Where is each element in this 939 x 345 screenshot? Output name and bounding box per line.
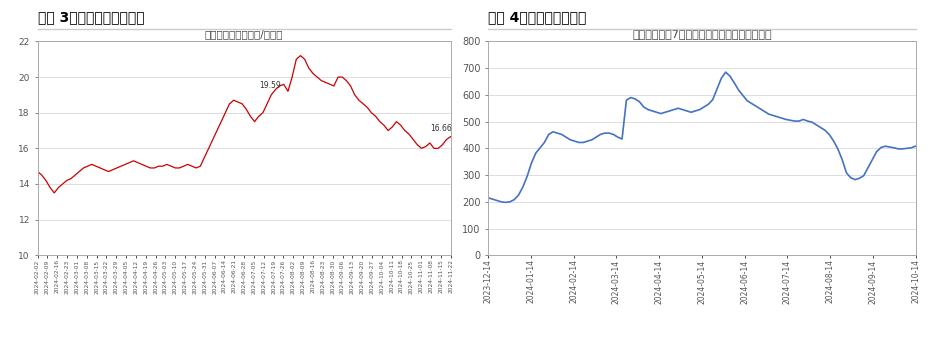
- Title: 商品猪出栏均价（元/千克）: 商品猪出栏均价（元/千克）: [205, 29, 284, 39]
- Text: 16.66: 16.66: [430, 124, 452, 133]
- Text: 19.59: 19.59: [259, 81, 281, 90]
- Text: 图表 4：仔猪价格走势图: 图表 4：仔猪价格走势图: [488, 10, 587, 24]
- Text: 图表 3：商品猪价格走势图: 图表 3：商品猪价格走势图: [38, 10, 145, 24]
- Title: 仔猪：每头重7公斤：规模化养殖场：出栏均价: 仔猪：每头重7公斤：规模化养殖场：出栏均价: [632, 29, 772, 39]
